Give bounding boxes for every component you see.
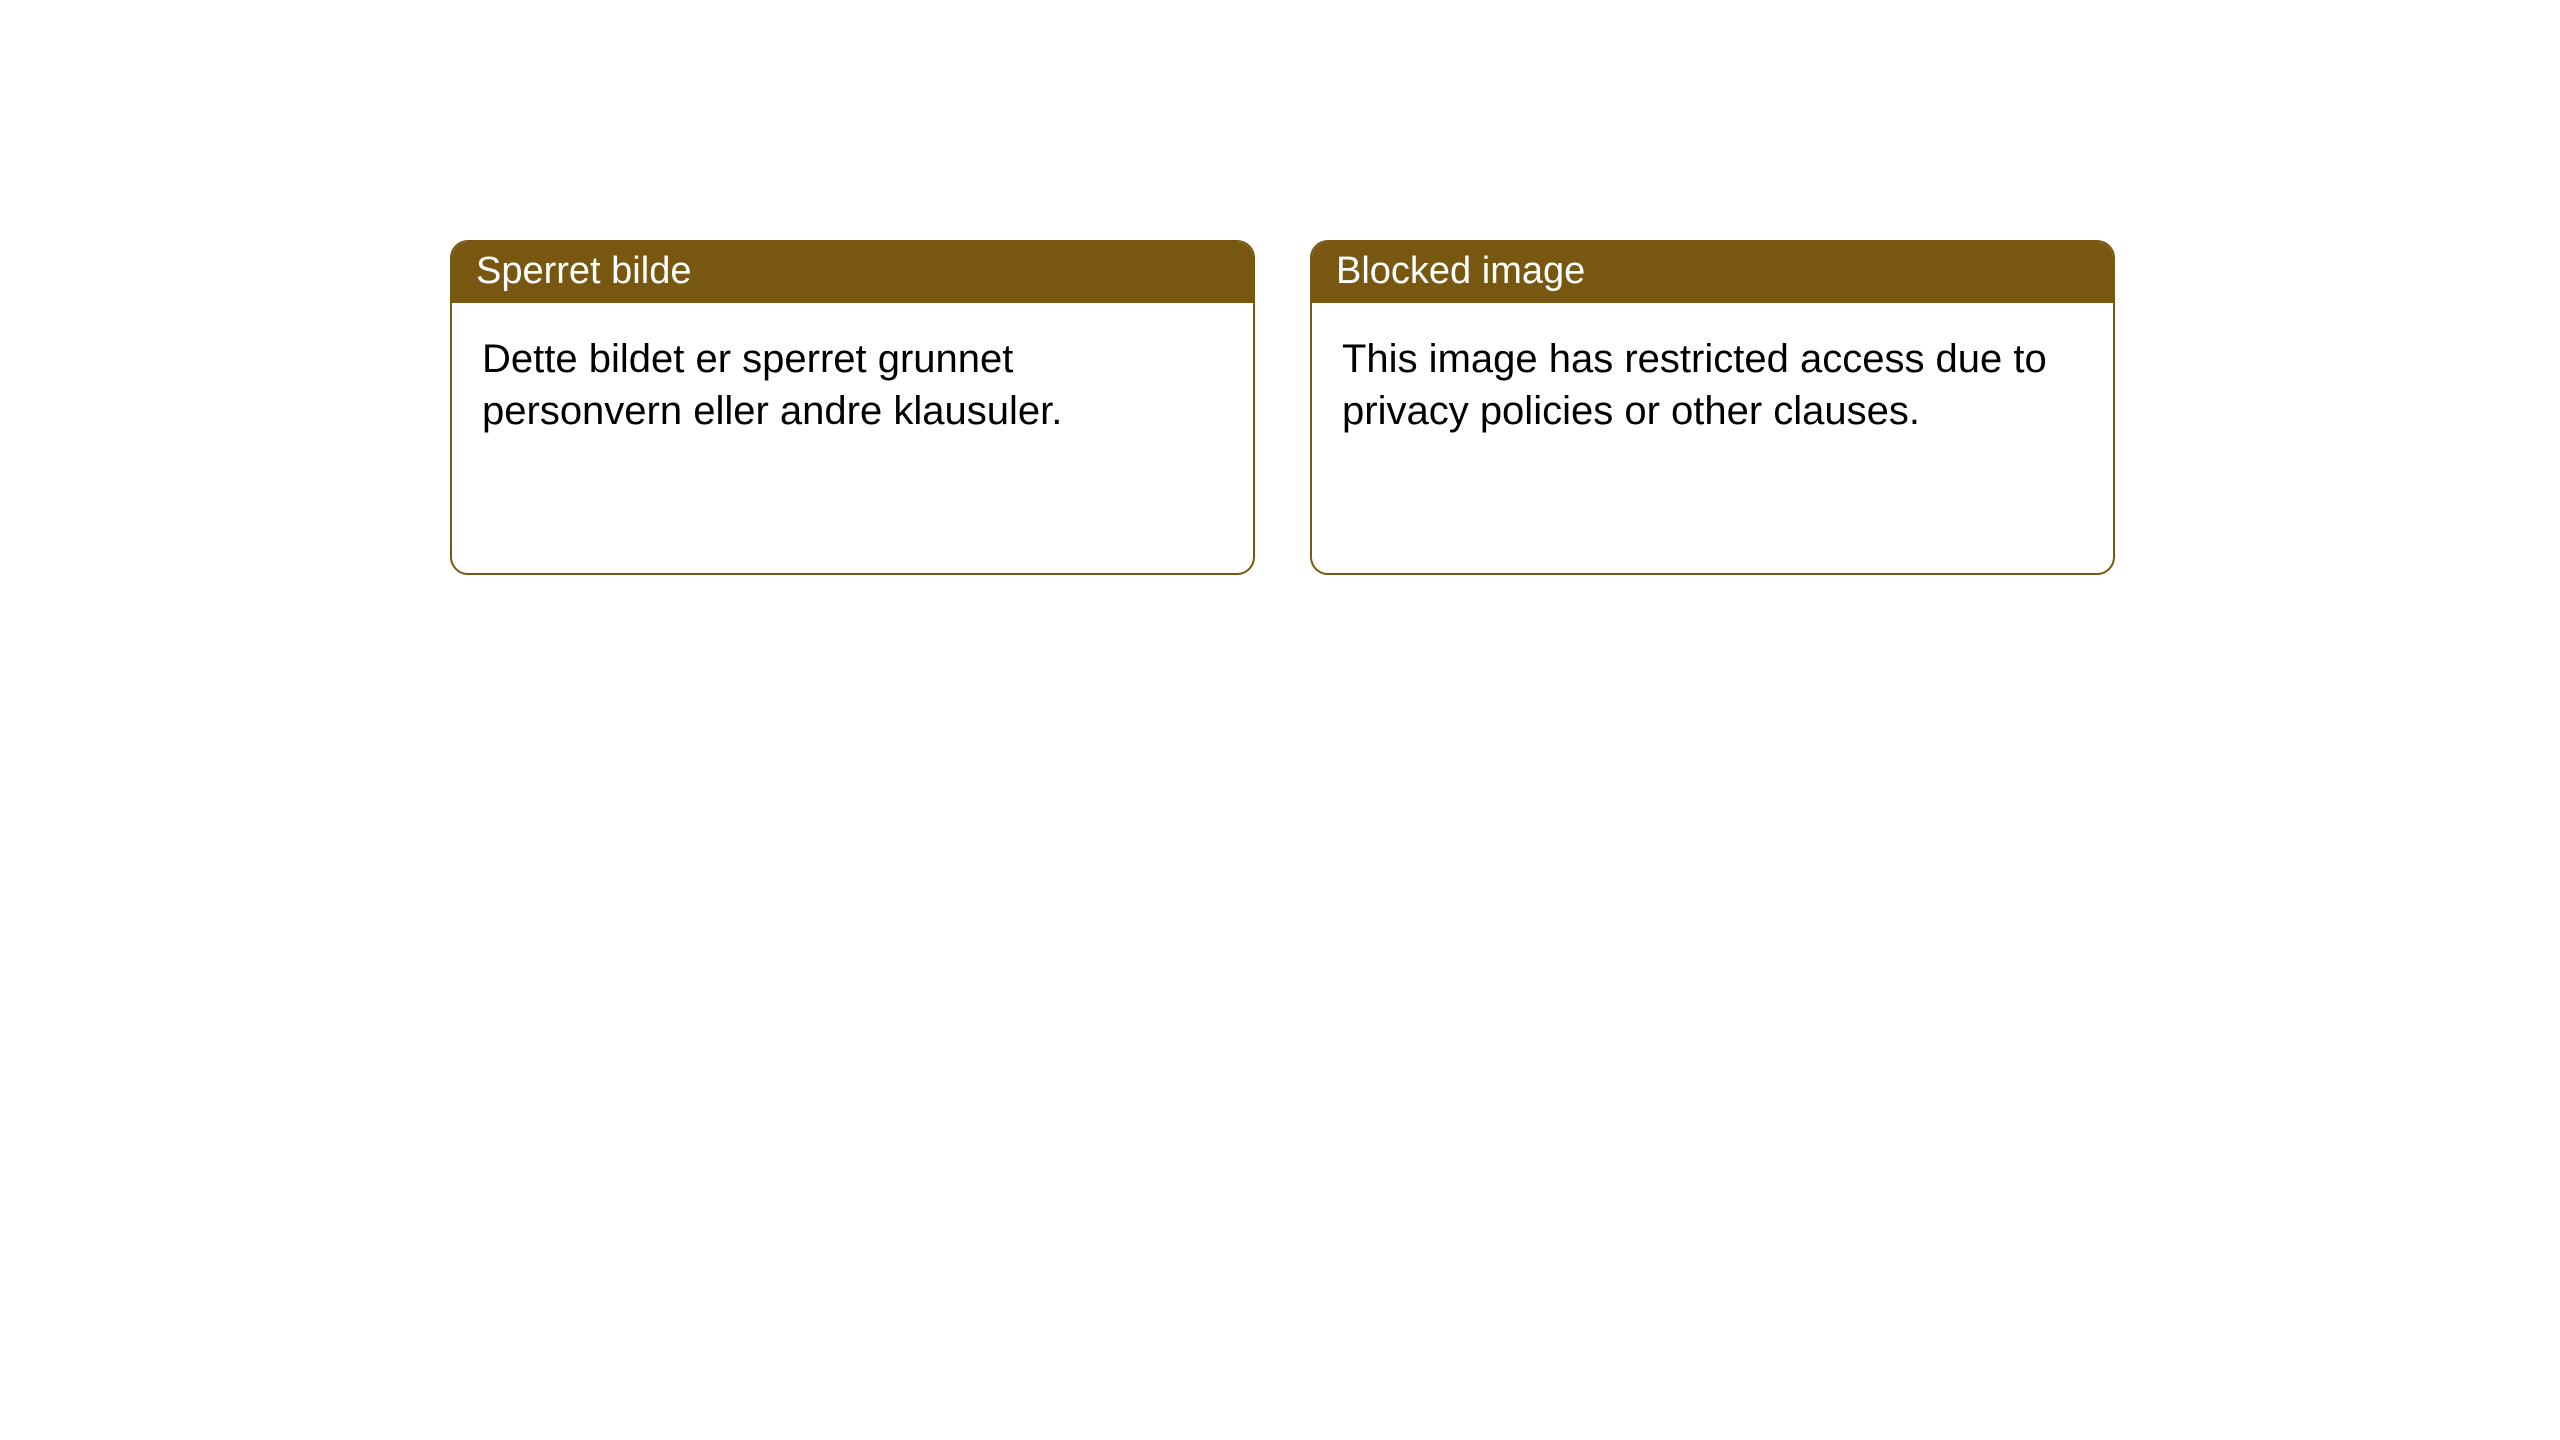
notice-card-body: This image has restricted access due to …: [1312, 303, 2113, 573]
notice-card-body: Dette bildet er sperret grunnet personve…: [452, 303, 1253, 573]
notice-card-english: Blocked image This image has restricted …: [1310, 240, 2115, 575]
notice-card-title: Sperret bilde: [452, 242, 1253, 303]
notice-card-norwegian: Sperret bilde Dette bildet er sperret gr…: [450, 240, 1255, 575]
notice-card-title: Blocked image: [1312, 242, 2113, 303]
notice-cards-container: Sperret bilde Dette bildet er sperret gr…: [0, 0, 2560, 575]
